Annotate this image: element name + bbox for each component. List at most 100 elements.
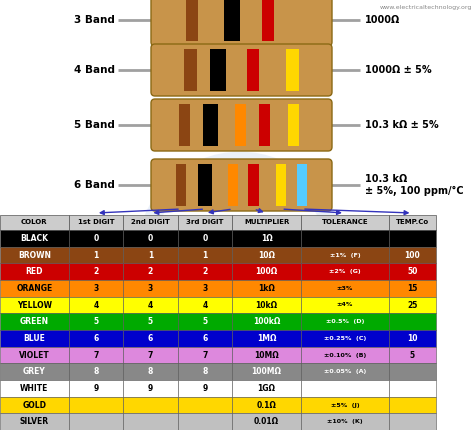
Text: 5: 5 [93, 317, 99, 326]
Bar [123, 347, 178, 363]
Text: 10MΩ: 10MΩ [254, 350, 279, 359]
Bar [389, 230, 436, 247]
Bar [301, 330, 389, 347]
Bar [235, 104, 246, 146]
Bar [301, 347, 389, 363]
Bar [389, 215, 436, 230]
Bar [0, 297, 69, 313]
Text: 100MΩ: 100MΩ [252, 367, 282, 376]
Text: BLUE: BLUE [23, 334, 46, 343]
Bar [0, 230, 69, 247]
FancyBboxPatch shape [151, 44, 332, 96]
Text: 6: 6 [202, 334, 208, 343]
Bar [301, 280, 389, 297]
Bar [178, 297, 232, 313]
Bar [301, 297, 389, 313]
Text: 2: 2 [93, 267, 99, 276]
Text: 4: 4 [93, 301, 99, 310]
Text: 2: 2 [202, 267, 208, 276]
Bar [259, 104, 270, 146]
Bar [0, 247, 69, 263]
Text: 0.01Ω: 0.01Ω [254, 417, 279, 426]
Text: ±10%  (K): ±10% (K) [327, 419, 363, 424]
Bar [69, 330, 123, 347]
Bar [389, 413, 436, 430]
Text: BLACK: BLACK [20, 234, 48, 243]
Text: 50: 50 [407, 267, 418, 276]
Text: GREY: GREY [23, 367, 46, 376]
Text: 100kΩ: 100kΩ [253, 317, 280, 326]
Bar [276, 164, 286, 206]
Text: 5: 5 [202, 317, 208, 326]
Text: 4: 4 [148, 301, 153, 310]
Bar [301, 230, 389, 247]
Text: 6 Band: 6 Band [74, 180, 115, 190]
Text: ±5%  (J): ±5% (J) [330, 402, 359, 408]
Bar [0, 380, 69, 396]
Bar [232, 247, 301, 263]
Text: 4: 4 [202, 301, 208, 310]
Bar [224, 0, 240, 41]
Text: TEMP.Co: TEMP.Co [396, 219, 429, 225]
Bar [389, 330, 436, 347]
Bar [69, 413, 123, 430]
Text: 5: 5 [148, 317, 153, 326]
Text: ±3%: ±3% [337, 286, 353, 291]
Bar [178, 263, 232, 280]
Text: ±0.5%  (D): ±0.5% (D) [326, 319, 364, 324]
Bar [198, 164, 212, 206]
Text: 6: 6 [148, 334, 153, 343]
Text: 10.3 kΩ
± 5%, 100 ppm/°C: 10.3 kΩ ± 5%, 100 ppm/°C [365, 174, 464, 196]
Text: 10: 10 [407, 334, 418, 343]
Bar [0, 363, 69, 380]
Bar [69, 396, 123, 413]
Bar [232, 280, 301, 297]
Bar [0, 280, 69, 297]
Bar [178, 215, 232, 230]
Bar [232, 380, 301, 396]
Text: 0: 0 [148, 234, 153, 243]
Bar [232, 396, 301, 413]
Bar [389, 247, 436, 263]
Bar [123, 363, 178, 380]
Bar [0, 215, 69, 230]
Text: GOLD: GOLD [22, 400, 46, 409]
Text: 8: 8 [202, 367, 208, 376]
Text: YELLOW: YELLOW [17, 301, 52, 310]
Text: 2: 2 [148, 267, 153, 276]
Bar [178, 247, 232, 263]
Bar [297, 164, 307, 206]
Bar [69, 230, 123, 247]
Bar [0, 413, 69, 430]
Text: 100: 100 [404, 251, 420, 259]
Bar [389, 347, 436, 363]
Bar [123, 263, 178, 280]
Text: 1st DIGIT: 1st DIGIT [78, 219, 114, 225]
Text: 0.1Ω: 0.1Ω [257, 400, 276, 409]
Text: ±0.10%  (B): ±0.10% (B) [324, 353, 366, 357]
Bar [0, 347, 69, 363]
Text: ±0.25%  (C): ±0.25% (C) [324, 336, 366, 341]
Bar [123, 413, 178, 430]
Bar [184, 49, 197, 91]
Text: 3: 3 [93, 284, 99, 293]
Text: 1: 1 [93, 251, 99, 259]
Bar [69, 313, 123, 330]
Bar [389, 363, 436, 380]
Bar [178, 413, 232, 430]
Bar [389, 297, 436, 313]
Bar [0, 263, 69, 280]
Bar [210, 49, 226, 91]
Bar [301, 363, 389, 380]
Bar [69, 263, 123, 280]
Text: 9: 9 [202, 384, 208, 393]
Text: MULTIPLIER: MULTIPLIER [244, 219, 289, 225]
Bar [0, 330, 69, 347]
Text: 3rd DIGIT: 3rd DIGIT [186, 219, 224, 225]
Bar [301, 215, 389, 230]
Bar [232, 297, 301, 313]
Text: www.electricaltechnology.org: www.electricaltechnology.org [380, 5, 472, 10]
Bar [69, 363, 123, 380]
Text: 10.3 kΩ ± 5%: 10.3 kΩ ± 5% [365, 120, 438, 130]
Bar [123, 297, 178, 313]
